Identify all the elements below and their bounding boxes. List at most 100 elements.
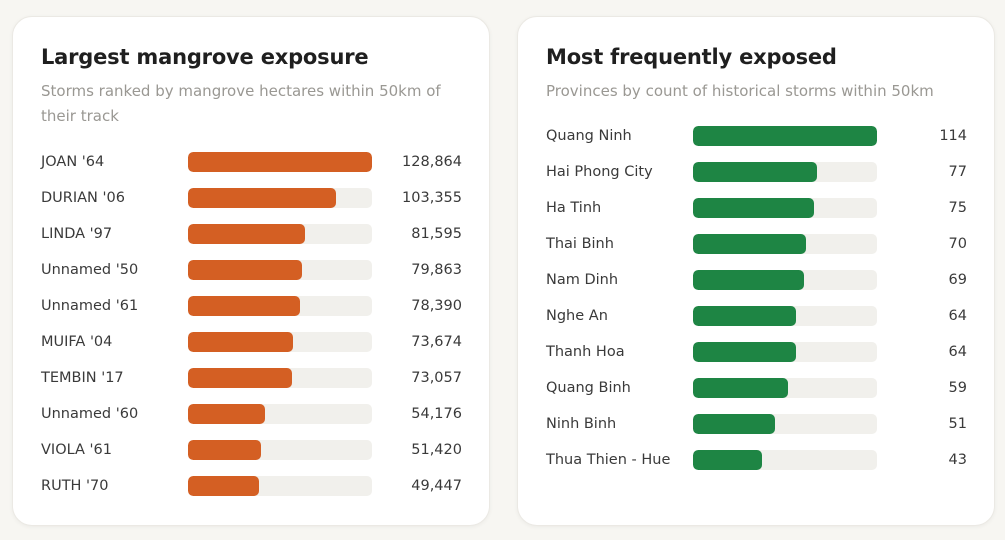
bar-label: Thanh Hoa xyxy=(546,344,625,360)
bar-value: 69 xyxy=(948,272,967,288)
bar-value: 43 xyxy=(948,452,967,468)
bar xyxy=(693,342,797,362)
bar-value: 51,420 xyxy=(411,442,462,458)
bar-label: Thai Binh xyxy=(546,236,614,252)
bar-track xyxy=(693,234,877,254)
bar-row: Nghe An 64 xyxy=(546,298,967,334)
bar-value: 81,595 xyxy=(411,226,462,242)
card-title: Largest mangrove exposure xyxy=(41,45,369,69)
bar xyxy=(693,234,806,254)
bar xyxy=(693,378,789,398)
card-subtitle: Storms ranked by mangrove hectares withi… xyxy=(41,82,441,125)
bar xyxy=(188,404,266,424)
bar-track xyxy=(693,342,877,362)
bar-row: Quang Binh 59 xyxy=(546,370,967,406)
bar-track xyxy=(693,270,877,290)
bar-label: Quang Binh xyxy=(546,380,631,396)
bar-row: VIOLA '61 51,420 xyxy=(41,432,462,468)
bar-row: Nam Dinh 69 xyxy=(546,262,967,298)
bar-label: Quang Ninh xyxy=(546,128,632,144)
bar xyxy=(188,440,262,460)
bar-row: LINDA '97 81,595 xyxy=(41,216,462,252)
bar-row: Unnamed '50 79,863 xyxy=(41,252,462,288)
bar xyxy=(693,162,818,182)
bar-track xyxy=(693,450,877,470)
bar-label: MUIFA '04 xyxy=(41,334,113,350)
bar-label: DURIAN '06 xyxy=(41,190,125,206)
bar-value: 77 xyxy=(948,164,967,180)
bar-value: 128,864 xyxy=(402,154,462,170)
frequently-exposed-card: Most frequently exposed Provinces by cou… xyxy=(517,16,995,526)
bar-value: 59 xyxy=(948,380,967,396)
bar-track xyxy=(188,188,372,208)
bar-value: 103,355 xyxy=(402,190,462,206)
bar-track xyxy=(693,378,877,398)
bar-value: 79,863 xyxy=(411,262,462,278)
bar-track xyxy=(188,440,372,460)
bar-label: LINDA '97 xyxy=(41,226,113,242)
bar-value: 51 xyxy=(948,416,967,432)
bar-track xyxy=(188,152,372,172)
mangrove-exposure-card: Largest mangrove exposure Storms ranked … xyxy=(12,16,490,526)
bar xyxy=(693,306,797,326)
bar xyxy=(693,450,763,470)
bar-track xyxy=(188,224,372,244)
bar xyxy=(188,224,305,244)
bar-track xyxy=(693,306,877,326)
bar-list: JOAN '64 128,864 DURIAN '06 103,355 LINDA '9… xyxy=(41,144,462,504)
bar-track xyxy=(693,414,877,434)
bar-value: 75 xyxy=(948,200,967,216)
bar-track xyxy=(188,368,372,388)
bar xyxy=(188,296,300,316)
bar-list: Quang Ninh 114 Hai Phong City 77 Ha Tinh 75 Th… xyxy=(546,118,967,478)
bar-track xyxy=(188,332,372,352)
bar-row: Hai Phong City 77 xyxy=(546,154,967,190)
bar xyxy=(188,152,372,172)
bar-label: TEMBIN '17 xyxy=(41,370,124,386)
bar-row: JOAN '64 128,864 xyxy=(41,144,462,180)
bar-row: Thanh Hoa 64 xyxy=(546,334,967,370)
bar xyxy=(693,126,877,146)
bar-label: Nghe An xyxy=(546,308,608,324)
bar-row: MUIFA '04 73,674 xyxy=(41,324,462,360)
bar-label: VIOLA '61 xyxy=(41,442,112,458)
bar-label: Ninh Binh xyxy=(546,416,617,432)
bar-value: 49,447 xyxy=(411,478,462,494)
bar-row: Unnamed '61 78,390 xyxy=(41,288,462,324)
bar-value: 114 xyxy=(939,128,967,144)
bar-value: 78,390 xyxy=(411,298,462,314)
bar-track xyxy=(693,162,877,182)
bar-value: 64 xyxy=(948,344,967,360)
bar-row: RUTH '70 49,447 xyxy=(41,468,462,504)
bar-track xyxy=(693,198,877,218)
bar-value: 73,674 xyxy=(411,334,462,350)
bar-row: Thua Thien - Hue 43 xyxy=(546,442,967,478)
bar-label: RUTH '70 xyxy=(41,478,109,494)
bar-row: Thai Binh 70 xyxy=(546,226,967,262)
bar xyxy=(693,270,805,290)
bar-track xyxy=(188,296,372,316)
bar-label: Unnamed '50 xyxy=(41,262,139,278)
bar-track xyxy=(188,260,372,280)
bar-row: TEMBIN '17 73,057 xyxy=(41,360,462,396)
bar xyxy=(188,476,259,496)
bar-value: 70 xyxy=(948,236,967,252)
bar-row: Quang Ninh 114 xyxy=(546,118,967,154)
bar-track xyxy=(693,126,877,146)
bar-row: Ninh Binh 51 xyxy=(546,406,967,442)
bar-value: 64 xyxy=(948,308,967,324)
bar xyxy=(188,332,294,352)
bar-label: Ha Tinh xyxy=(546,200,602,216)
bar-label: Unnamed '60 xyxy=(41,406,139,422)
bar-row: Unnamed '60 54,176 xyxy=(41,396,462,432)
bar-label: JOAN '64 xyxy=(41,154,105,170)
bar xyxy=(188,260,303,280)
bar-label: Hai Phong City xyxy=(546,164,653,180)
card-title: Most frequently exposed xyxy=(546,45,837,69)
bar-row: DURIAN '06 103,355 xyxy=(41,180,462,216)
bar xyxy=(693,198,815,218)
card-subtitle: Provinces by count of historical storms … xyxy=(546,82,934,100)
bar xyxy=(188,368,293,388)
bar-value: 54,176 xyxy=(411,406,462,422)
bar-label: Unnamed '61 xyxy=(41,298,139,314)
